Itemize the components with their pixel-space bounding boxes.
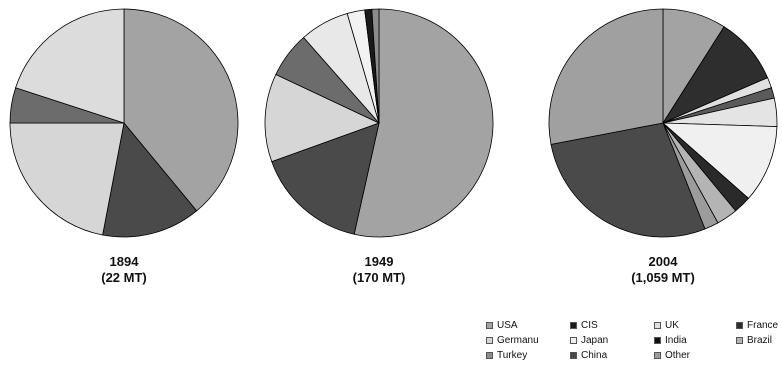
legend-label-india: India	[665, 335, 687, 346]
pie-slice-1949-china	[271, 122, 380, 235]
pie-slice-1894-japan	[15, 8, 125, 124]
pie-year-2004: 2004	[648, 254, 678, 269]
legend-swatch-uk	[654, 322, 661, 329]
legend-swatch-china	[570, 352, 577, 359]
legend-swatch-japan	[570, 337, 577, 344]
pie-slice-1894-china	[102, 122, 198, 238]
legend-swatch-brazil	[736, 337, 743, 344]
legend-item-france: France	[736, 320, 778, 332]
legend-item-china: China	[570, 350, 607, 362]
pie-total-1894: (22 MT)	[101, 270, 147, 285]
pie-slice-1894-germanu	[9, 122, 125, 236]
legend-swatch-turkey	[486, 352, 493, 359]
pie-1894	[9, 8, 239, 238]
legend-label-uk: UK	[665, 320, 679, 331]
legend-swatch-cis	[570, 322, 577, 329]
legend-label-japan: Japan	[581, 335, 609, 346]
pie-slice-1949-usa	[353, 8, 494, 238]
legend-item-uk: UK	[654, 320, 679, 332]
legend-label-germanu: Germanu	[497, 335, 539, 346]
pie-year-1949: 1949	[364, 254, 394, 269]
legend-swatch-other	[654, 352, 661, 359]
legend-label-turkey: Turkey	[497, 350, 528, 361]
pie-label-1949: 1949 (170 MT)	[309, 254, 449, 286]
legend-item-turkey: Turkey	[486, 350, 527, 362]
legend-swatch-usa	[486, 322, 493, 329]
legend-label-france: France	[747, 320, 779, 331]
legend-item-brazil: Brazil	[736, 335, 772, 347]
pie-year-1894: 1894	[109, 254, 139, 269]
pie-total-1949: (170 MT)	[352, 270, 406, 285]
pie-slice-2004-china	[550, 122, 706, 238]
pie-slice-1949-germanu	[264, 73, 381, 163]
pie-slice-2004-turkey	[548, 8, 664, 145]
legend-item-india: India	[654, 335, 687, 347]
pie-slice-1949-other	[371, 8, 380, 124]
legend-label-cis: CIS	[581, 320, 598, 331]
legend-label-usa: USA	[497, 320, 518, 331]
pie-label-1894: 1894 (22 MT)	[54, 254, 194, 286]
legend-item-germanu: Germanu	[486, 335, 539, 347]
legend-swatch-france	[736, 322, 743, 329]
legend-label-china: China	[581, 350, 608, 361]
pie-label-2004: 2004 (1,059 MT)	[593, 254, 733, 286]
pie-slice-1894-usa	[123, 8, 239, 212]
legend-item-cis: CIS	[570, 320, 598, 332]
legend-item-japan: Japan	[570, 335, 608, 347]
pie-1949	[264, 8, 494, 238]
pie-2004	[548, 8, 778, 238]
pie-total-2004: (1,059 MT)	[631, 270, 695, 285]
pie-slice-2004-japan	[661, 122, 778, 199]
legend-label-brazil: Brazil	[747, 335, 773, 346]
legend-label-other: Other	[665, 350, 691, 361]
legend-swatch-india	[654, 337, 661, 344]
legend-swatch-germanu	[486, 337, 493, 344]
legend-item-other: Other	[654, 350, 690, 362]
legend-item-usa: USA	[486, 320, 518, 332]
